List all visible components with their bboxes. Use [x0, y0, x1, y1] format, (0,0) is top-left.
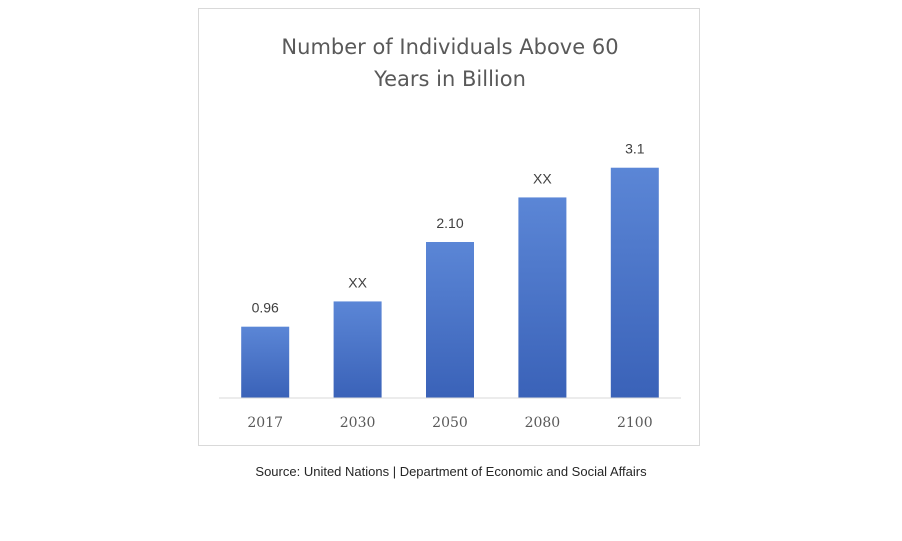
bar-2017: [241, 326, 290, 398]
data-label-2030: XX: [348, 274, 367, 290]
chart-frame: Number of Individuals Above 60 Years in …: [198, 8, 700, 446]
bar-2030: [333, 301, 382, 398]
x-tick-label-2080: 2080: [525, 415, 561, 431]
data-label-2050: 2.10: [436, 215, 463, 231]
x-tick-label-2050: 2050: [432, 415, 468, 431]
bar-2080: [518, 197, 567, 398]
chart-title-line-2: Years in Billion: [374, 67, 526, 91]
chart-title-line-1: Number of Individuals Above 60: [281, 35, 619, 59]
x-tick-label-2100: 2100: [617, 415, 653, 431]
bar-2100: [610, 167, 659, 398]
data-label-2080: XX: [533, 170, 552, 186]
x-tick-label-2030: 2030: [340, 415, 376, 431]
source-note: Source: United Nations | Department of E…: [255, 464, 647, 479]
data-label-2100: 3.1: [625, 141, 645, 157]
bar-chart-plot: 0.96 2017 XX 2030 2.10 2050 XX 2080 3.1 2100: [219, 141, 681, 431]
x-tick-label-2017: 2017: [247, 415, 283, 431]
bar-2050: [426, 242, 474, 398]
data-label-2017: 0.96: [252, 300, 279, 316]
chart-title: Number of Individuals Above 60 Years in …: [199, 31, 701, 95]
